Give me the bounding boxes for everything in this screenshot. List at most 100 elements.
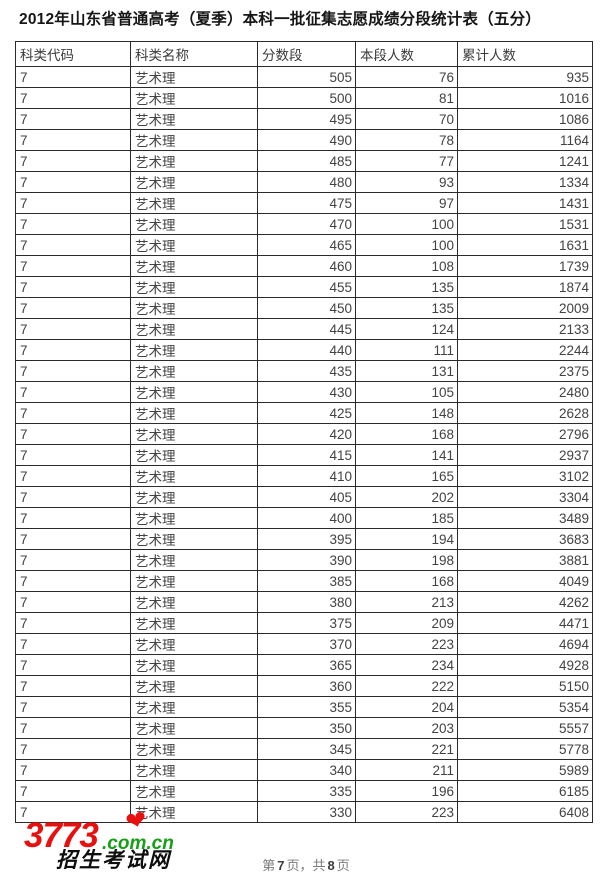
table-row: 7 艺术理 445 124 2133 [15,318,593,340]
table-row: 7 艺术理 330 223 6408 [15,801,593,823]
cell-score-segment: 455 [257,276,356,298]
cell-category-code: 7 [15,66,131,88]
cell-score-segment: 380 [257,591,356,613]
table-row: 7 艺术理 495 70 1086 [15,108,593,130]
cell-cumulative-count: 4262 [457,591,593,613]
heart-icon: ❤ [123,805,150,837]
cell-cumulative-count: 3102 [457,465,593,487]
page-number-footer: 第 7 页，共 8 页 [0,855,612,874]
cell-category-name: 艺术理 [130,297,258,319]
logo-number-text: 3773 [24,816,99,855]
cell-cumulative-count: 2937 [457,444,593,466]
table-row: 7 艺术理 395 194 3683 [15,528,593,550]
cell-score-segment: 335 [257,780,356,802]
cell-cumulative-count: 1164 [457,129,593,151]
cell-category-code: 7 [15,276,131,298]
table-row: 7 艺术理 355 204 5354 [15,696,593,718]
cell-cumulative-count: 2796 [457,423,593,445]
cell-category-name: 艺术理 [130,171,258,193]
cell-category-name: 艺术理 [130,507,258,529]
cell-segment-count: 203 [355,717,458,739]
cell-category-name: 艺术理 [130,234,258,256]
cell-segment-count: 78 [355,129,458,151]
table-row: 7 艺术理 385 168 4049 [15,570,593,592]
cell-segment-count: 223 [355,801,458,823]
cell-score-segment: 395 [257,528,356,550]
cell-segment-count: 131 [355,360,458,382]
cell-cumulative-count: 3881 [457,549,593,571]
table-row: 7 艺术理 455 135 1874 [15,276,593,298]
cell-category-name: 艺术理 [130,738,258,760]
cell-score-segment: 360 [257,675,356,697]
cell-category-name: 艺术理 [130,360,258,382]
cell-cumulative-count: 4049 [457,570,593,592]
table-row: 7 艺术理 430 105 2480 [15,381,593,403]
cell-category-name: 艺术理 [130,549,258,571]
cell-segment-count: 105 [355,381,458,403]
cell-segment-count: 111 [355,339,458,361]
cell-cumulative-count: 1016 [457,87,593,109]
cell-cumulative-count: 6408 [457,801,593,823]
table-row: 7 艺术理 340 211 5989 [15,759,593,781]
cell-cumulative-count: 5150 [457,675,593,697]
cell-segment-count: 234 [355,654,458,676]
cell-segment-count: 209 [355,612,458,634]
cell-score-segment: 465 [257,234,356,256]
cell-category-code: 7 [15,486,131,508]
table-row: 7 艺术理 405 202 3304 [15,486,593,508]
cell-category-code: 7 [15,549,131,571]
cell-category-code: 7 [15,696,131,718]
cell-category-name: 艺术理 [130,276,258,298]
cell-category-code: 7 [15,717,131,739]
cell-cumulative-count: 3489 [457,507,593,529]
cell-cumulative-count: 5778 [457,738,593,760]
cell-category-name: 艺术理 [130,612,258,634]
cell-category-code: 7 [15,150,131,172]
cell-score-segment: 385 [257,570,356,592]
cell-cumulative-count: 4928 [457,654,593,676]
cell-category-code: 7 [15,738,131,760]
cell-score-segment: 355 [257,696,356,718]
table-row: 7 艺术理 440 111 2244 [15,339,593,361]
cell-cumulative-count: 6185 [457,780,593,802]
table-row: 7 艺术理 390 198 3881 [15,549,593,571]
table-row: 7 艺术理 475 97 1431 [15,192,593,214]
cell-segment-count: 165 [355,465,458,487]
cell-cumulative-count: 1241 [457,150,593,172]
footer-current-page: 7 [277,858,285,873]
cell-category-code: 7 [15,612,131,634]
cell-cumulative-count: 4471 [457,612,593,634]
cell-category-name: 艺术理 [130,402,258,424]
table-row: 7 艺术理 500 81 1016 [15,87,593,109]
logo-domain-text: .com.cn [102,833,174,854]
table-row: 7 艺术理 345 221 5778 [15,738,593,760]
cell-category-code: 7 [15,402,131,424]
cell-category-code: 7 [15,423,131,445]
cell-category-name: 艺术理 [130,444,258,466]
cell-category-code: 7 [15,192,131,214]
cell-cumulative-count: 1739 [457,255,593,277]
table-row: 7 艺术理 335 196 6185 [15,780,593,802]
cell-score-segment: 390 [257,549,356,571]
cell-segment-count: 108 [355,255,458,277]
cell-category-name: 艺术理 [130,528,258,550]
cell-score-segment: 480 [257,171,356,193]
table-row: 7 艺术理 400 185 3489 [15,507,593,529]
cell-score-segment: 505 [257,66,356,88]
cell-category-name: 艺术理 [130,339,258,361]
footer-total-pages: 8 [327,858,335,873]
header-category-name: 科类名称 [130,41,258,67]
cell-segment-count: 196 [355,780,458,802]
cell-score-segment: 375 [257,612,356,634]
cell-score-segment: 500 [257,87,356,109]
cell-score-segment: 490 [257,129,356,151]
table-row: 7 艺术理 470 100 1531 [15,213,593,235]
cell-category-name: 艺术理 [130,486,258,508]
cell-segment-count: 135 [355,276,458,298]
table-row: 7 艺术理 375 209 4471 [15,612,593,634]
cell-segment-count: 168 [355,423,458,445]
table-row: 7 艺术理 460 108 1739 [15,255,593,277]
table-row: 7 艺术理 485 77 1241 [15,150,593,172]
cell-segment-count: 97 [355,192,458,214]
table-row: 7 艺术理 465 100 1631 [15,234,593,256]
